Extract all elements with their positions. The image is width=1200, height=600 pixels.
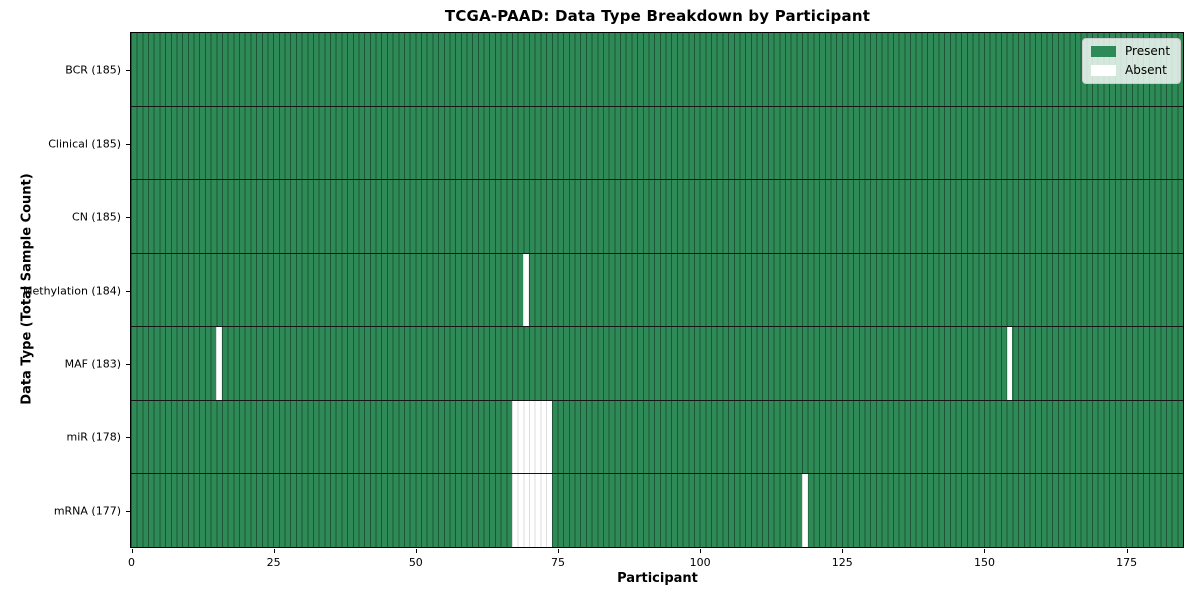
y-tick-label-clinical: Clinical (185) <box>48 137 121 151</box>
x-tick-mark <box>273 549 275 553</box>
x-tick-label: 0 <box>128 556 135 569</box>
datatype-row-mir <box>131 400 1183 475</box>
x-tick-mark <box>131 549 133 553</box>
legend-label-present: Present <box>1125 44 1171 58</box>
x-axis: 0 25 50 75 100 125 150 175 <box>128 549 1185 579</box>
x-tick-mark <box>700 549 702 553</box>
chart-title: TCGA-PAAD: Data Type Breakdown by Partic… <box>444 7 871 25</box>
x-tick-label: 50 <box>408 556 423 569</box>
y-tick-mark <box>126 70 130 72</box>
y-axis: BCR (185) Clinical (185) CN (185) Methylati… <box>0 32 130 549</box>
y-tick-mark <box>126 510 130 512</box>
x-tick-mark <box>415 549 417 553</box>
datatype-row-clinical <box>131 106 1183 181</box>
datatype-row-methylation <box>131 253 1183 328</box>
x-tick-mark <box>842 549 844 553</box>
x-tick-mark <box>1126 549 1128 553</box>
x-tick-mark <box>984 549 986 553</box>
datatype-row-mrna <box>131 474 1183 548</box>
plot-area <box>130 32 1184 548</box>
absent-bar-maf <box>1006 327 1013 400</box>
x-tick-label: 25 <box>266 556 281 569</box>
y-tick-mark <box>126 437 130 439</box>
absent-bar-mrna <box>802 474 808 548</box>
x-tick-label: 75 <box>550 556 565 569</box>
absent-bar-mrna <box>511 474 552 548</box>
y-tick-mark <box>126 143 130 145</box>
x-tick-label: 150 <box>973 556 995 569</box>
y-tick-label-bcr: BCR (185) <box>65 63 121 77</box>
legend-entry-present: Present <box>1091 45 1170 58</box>
absent-bar-methylation <box>523 253 530 327</box>
y-tick-label-maf: MAF (183) <box>64 357 121 371</box>
y-tick-mark <box>126 217 130 219</box>
datatype-row-cn <box>131 180 1183 254</box>
legend-entry-absent: Absent <box>1091 64 1170 77</box>
absent-bar-maf <box>216 327 222 400</box>
absent-bar-mir <box>511 400 552 474</box>
datatype-row-bcr <box>131 33 1183 107</box>
x-tick-label: 100 <box>689 556 711 569</box>
y-tick-mark <box>126 290 130 292</box>
legend: Present Absent <box>1082 38 1182 84</box>
absent-swatch-icon <box>1091 65 1116 76</box>
x-axis-label: Participant <box>617 571 698 586</box>
datatype-row-maf <box>131 327 1183 401</box>
legend-label-absent: Absent <box>1125 63 1167 77</box>
present-swatch-icon <box>1091 46 1116 57</box>
y-tick-label-cn: CN (185) <box>72 210 121 224</box>
y-tick-label-methylation: Methylation (184) <box>23 284 121 297</box>
x-tick-label: 175 <box>1116 556 1138 569</box>
y-tick-label-mir: miR (178) <box>66 430 122 444</box>
y-tick-label-mrna: mRNA (177) <box>53 504 121 518</box>
y-tick-mark <box>126 363 130 365</box>
x-tick-mark <box>557 549 559 553</box>
x-tick-label: 125 <box>831 556 853 569</box>
